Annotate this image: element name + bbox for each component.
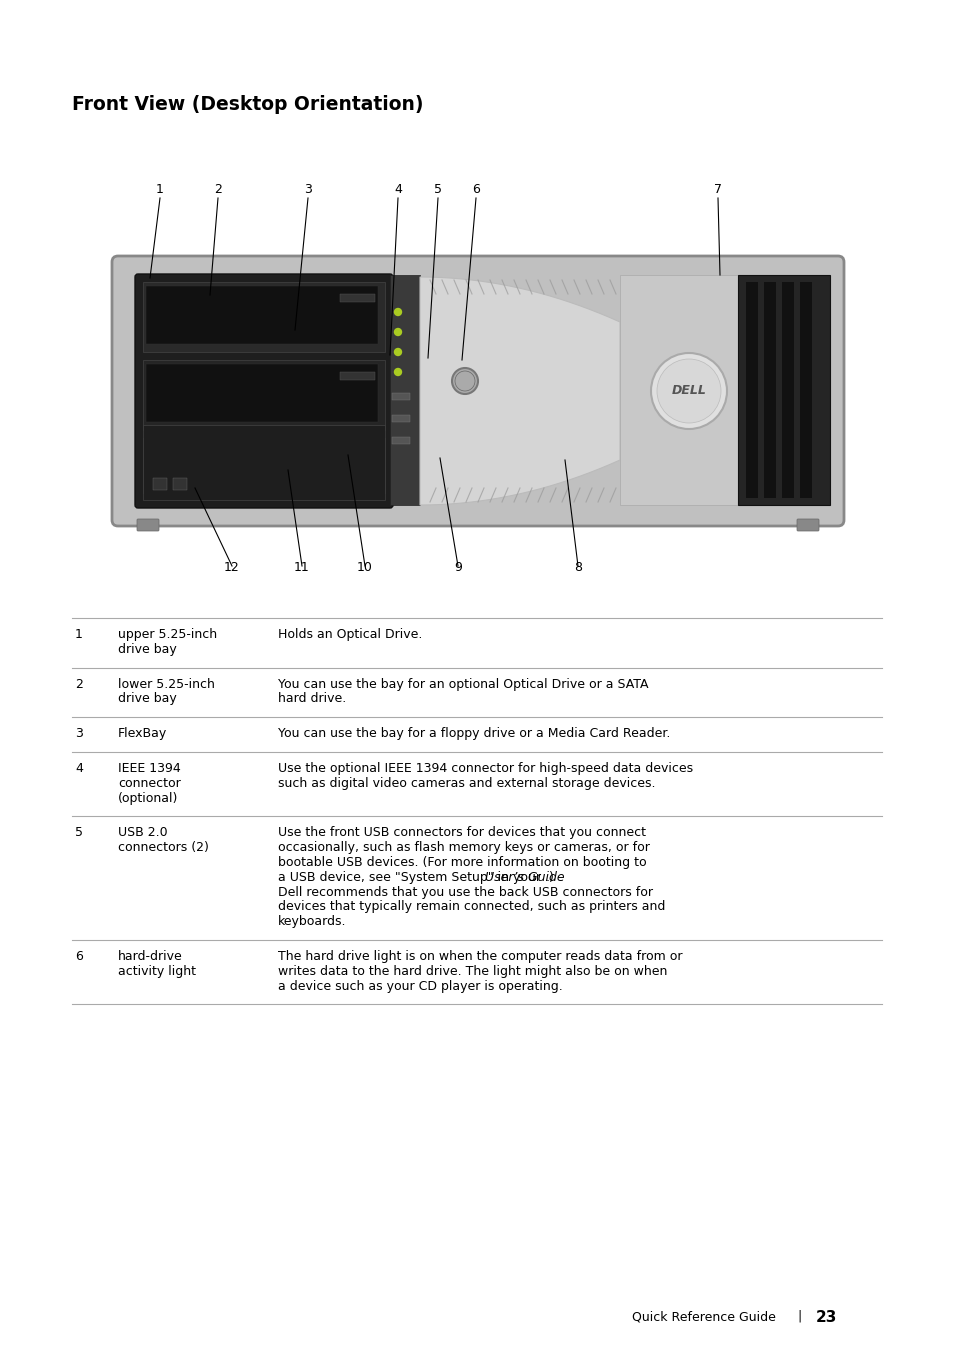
Text: 12: 12 bbox=[224, 561, 239, 575]
Text: 2: 2 bbox=[75, 677, 83, 691]
Text: The hard drive light is on when the computer reads data from or: The hard drive light is on when the comp… bbox=[277, 950, 681, 963]
FancyBboxPatch shape bbox=[390, 274, 419, 506]
Text: 2: 2 bbox=[213, 183, 222, 196]
Circle shape bbox=[395, 329, 401, 335]
Text: 5: 5 bbox=[434, 183, 441, 196]
Text: You can use the bay for an optional Optical Drive or a SATA: You can use the bay for an optional Opti… bbox=[277, 677, 648, 691]
Text: keyboards.: keyboards. bbox=[277, 915, 346, 929]
Text: 3: 3 bbox=[75, 727, 83, 740]
FancyBboxPatch shape bbox=[745, 283, 758, 498]
Text: Use the optional IEEE 1394 connector for high-speed data devices: Use the optional IEEE 1394 connector for… bbox=[277, 763, 693, 775]
Text: 6: 6 bbox=[75, 950, 83, 963]
Text: You can use the bay for a floppy drive or a Media Card Reader.: You can use the bay for a floppy drive o… bbox=[277, 727, 670, 740]
Text: hard-drive: hard-drive bbox=[118, 950, 183, 963]
FancyBboxPatch shape bbox=[152, 479, 167, 489]
Text: a USB device, see "System Setup" in your: a USB device, see "System Setup" in your bbox=[277, 871, 544, 884]
Text: 11: 11 bbox=[294, 561, 310, 575]
Text: USB 2.0: USB 2.0 bbox=[118, 826, 168, 840]
Text: connectors (2): connectors (2) bbox=[118, 841, 209, 854]
FancyBboxPatch shape bbox=[112, 256, 843, 526]
Circle shape bbox=[395, 369, 401, 376]
Text: 10: 10 bbox=[356, 561, 373, 575]
Circle shape bbox=[657, 360, 720, 423]
Text: bootable USB devices. (For more information on booting to: bootable USB devices. (For more informat… bbox=[277, 856, 646, 869]
Text: 3: 3 bbox=[304, 183, 312, 196]
FancyBboxPatch shape bbox=[146, 364, 377, 422]
Text: 4: 4 bbox=[75, 763, 83, 775]
Text: activity light: activity light bbox=[118, 965, 195, 977]
Text: Quick Reference Guide: Quick Reference Guide bbox=[631, 1310, 775, 1324]
FancyBboxPatch shape bbox=[146, 287, 377, 343]
Text: FlexBay: FlexBay bbox=[118, 727, 167, 740]
Text: Front View (Desktop Orientation): Front View (Desktop Orientation) bbox=[71, 95, 423, 114]
FancyBboxPatch shape bbox=[738, 274, 829, 506]
FancyBboxPatch shape bbox=[763, 283, 775, 498]
Polygon shape bbox=[419, 277, 619, 506]
Text: .): .) bbox=[545, 871, 554, 884]
Text: 9: 9 bbox=[454, 561, 461, 575]
Text: Use the front USB connectors for devices that you connect: Use the front USB connectors for devices… bbox=[277, 826, 645, 840]
Text: 6: 6 bbox=[472, 183, 479, 196]
Text: occasionally, such as flash memory keys or cameras, or for: occasionally, such as flash memory keys … bbox=[277, 841, 649, 854]
FancyBboxPatch shape bbox=[392, 415, 410, 422]
FancyBboxPatch shape bbox=[143, 283, 385, 352]
Text: a device such as your CD player is operating.: a device such as your CD player is opera… bbox=[277, 980, 562, 992]
Text: devices that typically remain connected, such as printers and: devices that typically remain connected,… bbox=[277, 900, 664, 914]
FancyBboxPatch shape bbox=[781, 283, 793, 498]
FancyBboxPatch shape bbox=[392, 393, 410, 400]
FancyBboxPatch shape bbox=[796, 519, 818, 531]
Text: DELL: DELL bbox=[671, 384, 706, 397]
Text: drive bay: drive bay bbox=[118, 642, 176, 656]
FancyBboxPatch shape bbox=[143, 438, 385, 493]
Text: 1: 1 bbox=[156, 183, 164, 196]
Circle shape bbox=[395, 349, 401, 356]
Text: 1: 1 bbox=[75, 627, 83, 641]
FancyBboxPatch shape bbox=[339, 293, 375, 301]
Text: such as digital video cameras and external storage devices.: such as digital video cameras and extern… bbox=[277, 777, 655, 790]
Text: upper 5.25-inch: upper 5.25-inch bbox=[118, 627, 217, 641]
FancyBboxPatch shape bbox=[146, 442, 377, 485]
Text: lower 5.25-inch: lower 5.25-inch bbox=[118, 677, 214, 691]
FancyBboxPatch shape bbox=[135, 274, 393, 508]
FancyBboxPatch shape bbox=[619, 274, 738, 506]
FancyBboxPatch shape bbox=[392, 437, 410, 443]
Text: 8: 8 bbox=[574, 561, 581, 575]
FancyBboxPatch shape bbox=[143, 360, 385, 430]
Text: writes data to the hard drive. The light might also be on when: writes data to the hard drive. The light… bbox=[277, 965, 667, 977]
Text: Dell recommends that you use the back USB connectors for: Dell recommends that you use the back US… bbox=[277, 886, 652, 899]
Text: 23: 23 bbox=[815, 1310, 837, 1325]
FancyBboxPatch shape bbox=[137, 519, 159, 531]
Text: 7: 7 bbox=[713, 183, 721, 196]
FancyBboxPatch shape bbox=[339, 450, 375, 458]
FancyBboxPatch shape bbox=[143, 425, 385, 500]
Text: drive bay: drive bay bbox=[118, 692, 176, 706]
Text: hard drive.: hard drive. bbox=[277, 692, 346, 706]
Text: connector: connector bbox=[118, 777, 180, 790]
Text: 5: 5 bbox=[75, 826, 83, 840]
Text: |: | bbox=[797, 1310, 801, 1324]
Circle shape bbox=[452, 368, 477, 393]
Circle shape bbox=[650, 353, 726, 429]
Text: (optional): (optional) bbox=[118, 792, 178, 804]
Text: User’s Guide: User’s Guide bbox=[484, 871, 564, 884]
Circle shape bbox=[395, 308, 401, 315]
Text: Holds an Optical Drive.: Holds an Optical Drive. bbox=[277, 627, 422, 641]
FancyBboxPatch shape bbox=[339, 372, 375, 380]
Text: IEEE 1394: IEEE 1394 bbox=[118, 763, 180, 775]
FancyBboxPatch shape bbox=[172, 479, 187, 489]
Text: 4: 4 bbox=[394, 183, 401, 196]
FancyBboxPatch shape bbox=[800, 283, 811, 498]
